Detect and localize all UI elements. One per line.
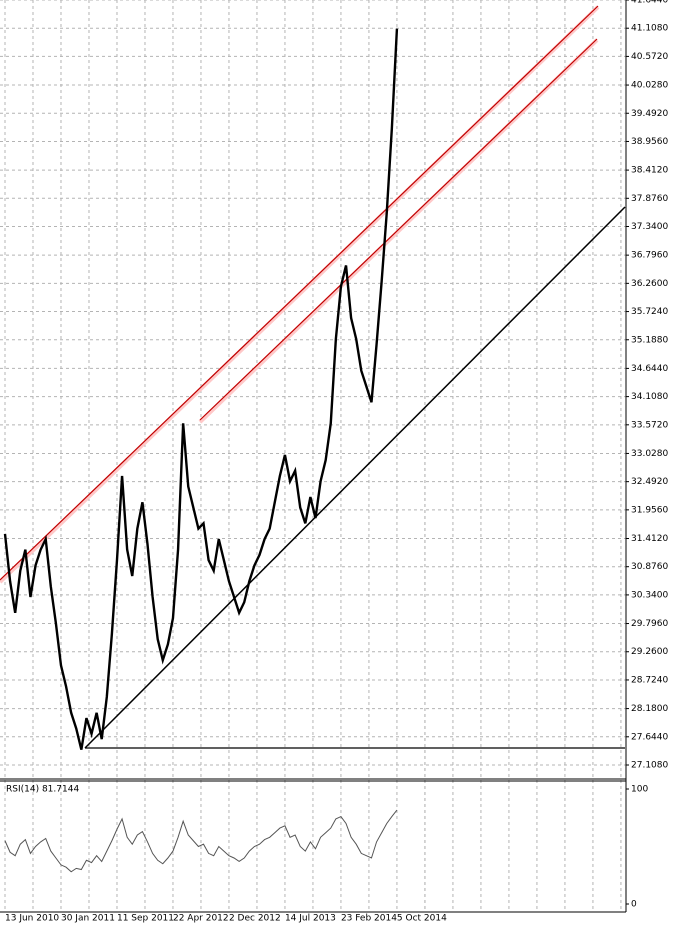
x-tick-label: 13 Jun 2010 [5, 914, 59, 924]
y-tick-label: 31.9560 [631, 505, 668, 515]
y-tick-label: 38.4120 [631, 166, 668, 176]
grid [0, 0, 626, 912]
y-tick-label: 29.2600 [631, 647, 668, 657]
y-tick-label: 100 [631, 785, 648, 795]
x-tick-label: 22 Apr 2012 [173, 914, 229, 924]
y-tick-label: 34.1080 [631, 392, 668, 402]
rsi-title: RSI(14) 81.7144 [6, 785, 79, 795]
y-tick-label: 41.6440 [631, 0, 668, 6]
y-tick-label: 33.5720 [631, 420, 668, 430]
y-tick-label: 38.9560 [631, 137, 668, 147]
y-tick-label: 40.0280 [631, 81, 668, 91]
support-trend-line [84, 206, 626, 749]
y-tick-label: 37.8760 [631, 194, 668, 204]
x-tick-label: 11 Sep 2011 [117, 914, 174, 924]
price-line [3, 28, 399, 750]
y-tick-label: 33.0280 [631, 449, 668, 459]
y-tick-label: 29.7960 [631, 619, 668, 629]
y-tick-label: 34.6440 [631, 364, 668, 374]
y-tick-label: 27.1080 [631, 761, 668, 771]
y-tick-label: 32.4920 [631, 477, 668, 487]
y-tick-label: 30.8760 [631, 562, 668, 572]
y-tick-label: 36.2600 [631, 279, 668, 289]
y-tick-label: 35.1880 [631, 335, 668, 345]
channel-lower-line [199, 38, 598, 421]
y-tick-label: 31.4120 [631, 534, 668, 544]
x-tick-label: 2 Dec 2012 [229, 914, 281, 924]
y-tick-label: 28.1800 [631, 704, 668, 714]
x-tick-label: 14 Jul 2013 [285, 914, 336, 924]
y-tick-label: 30.3400 [631, 590, 668, 600]
y-tick-label: 35.7240 [631, 307, 668, 317]
rsi-line [4, 809, 398, 873]
y-tick-label: 0 [631, 900, 637, 910]
marks [3, 28, 399, 873]
y-tick-label: 36.7960 [631, 251, 668, 261]
y-tick-label: 27.6440 [631, 732, 668, 742]
x-tick-label: 30 Jan 2011 [61, 914, 115, 924]
y-tick-label: 37.3400 [631, 222, 668, 232]
x-tick-label: 23 Feb 2014 [341, 914, 397, 924]
x-tick-label: 5 Oct 2014 [397, 914, 447, 924]
y-tick-label: 28.7240 [631, 675, 668, 685]
trend-line-halo [198, 38, 599, 424]
y-tick-label: 39.4920 [631, 109, 668, 119]
y-tick-label: 40.5720 [631, 52, 668, 62]
y-tick-label: 41.1080 [631, 24, 668, 34]
channel-upper-line [0, 5, 599, 581]
trend-line-halo [0, 5, 600, 584]
